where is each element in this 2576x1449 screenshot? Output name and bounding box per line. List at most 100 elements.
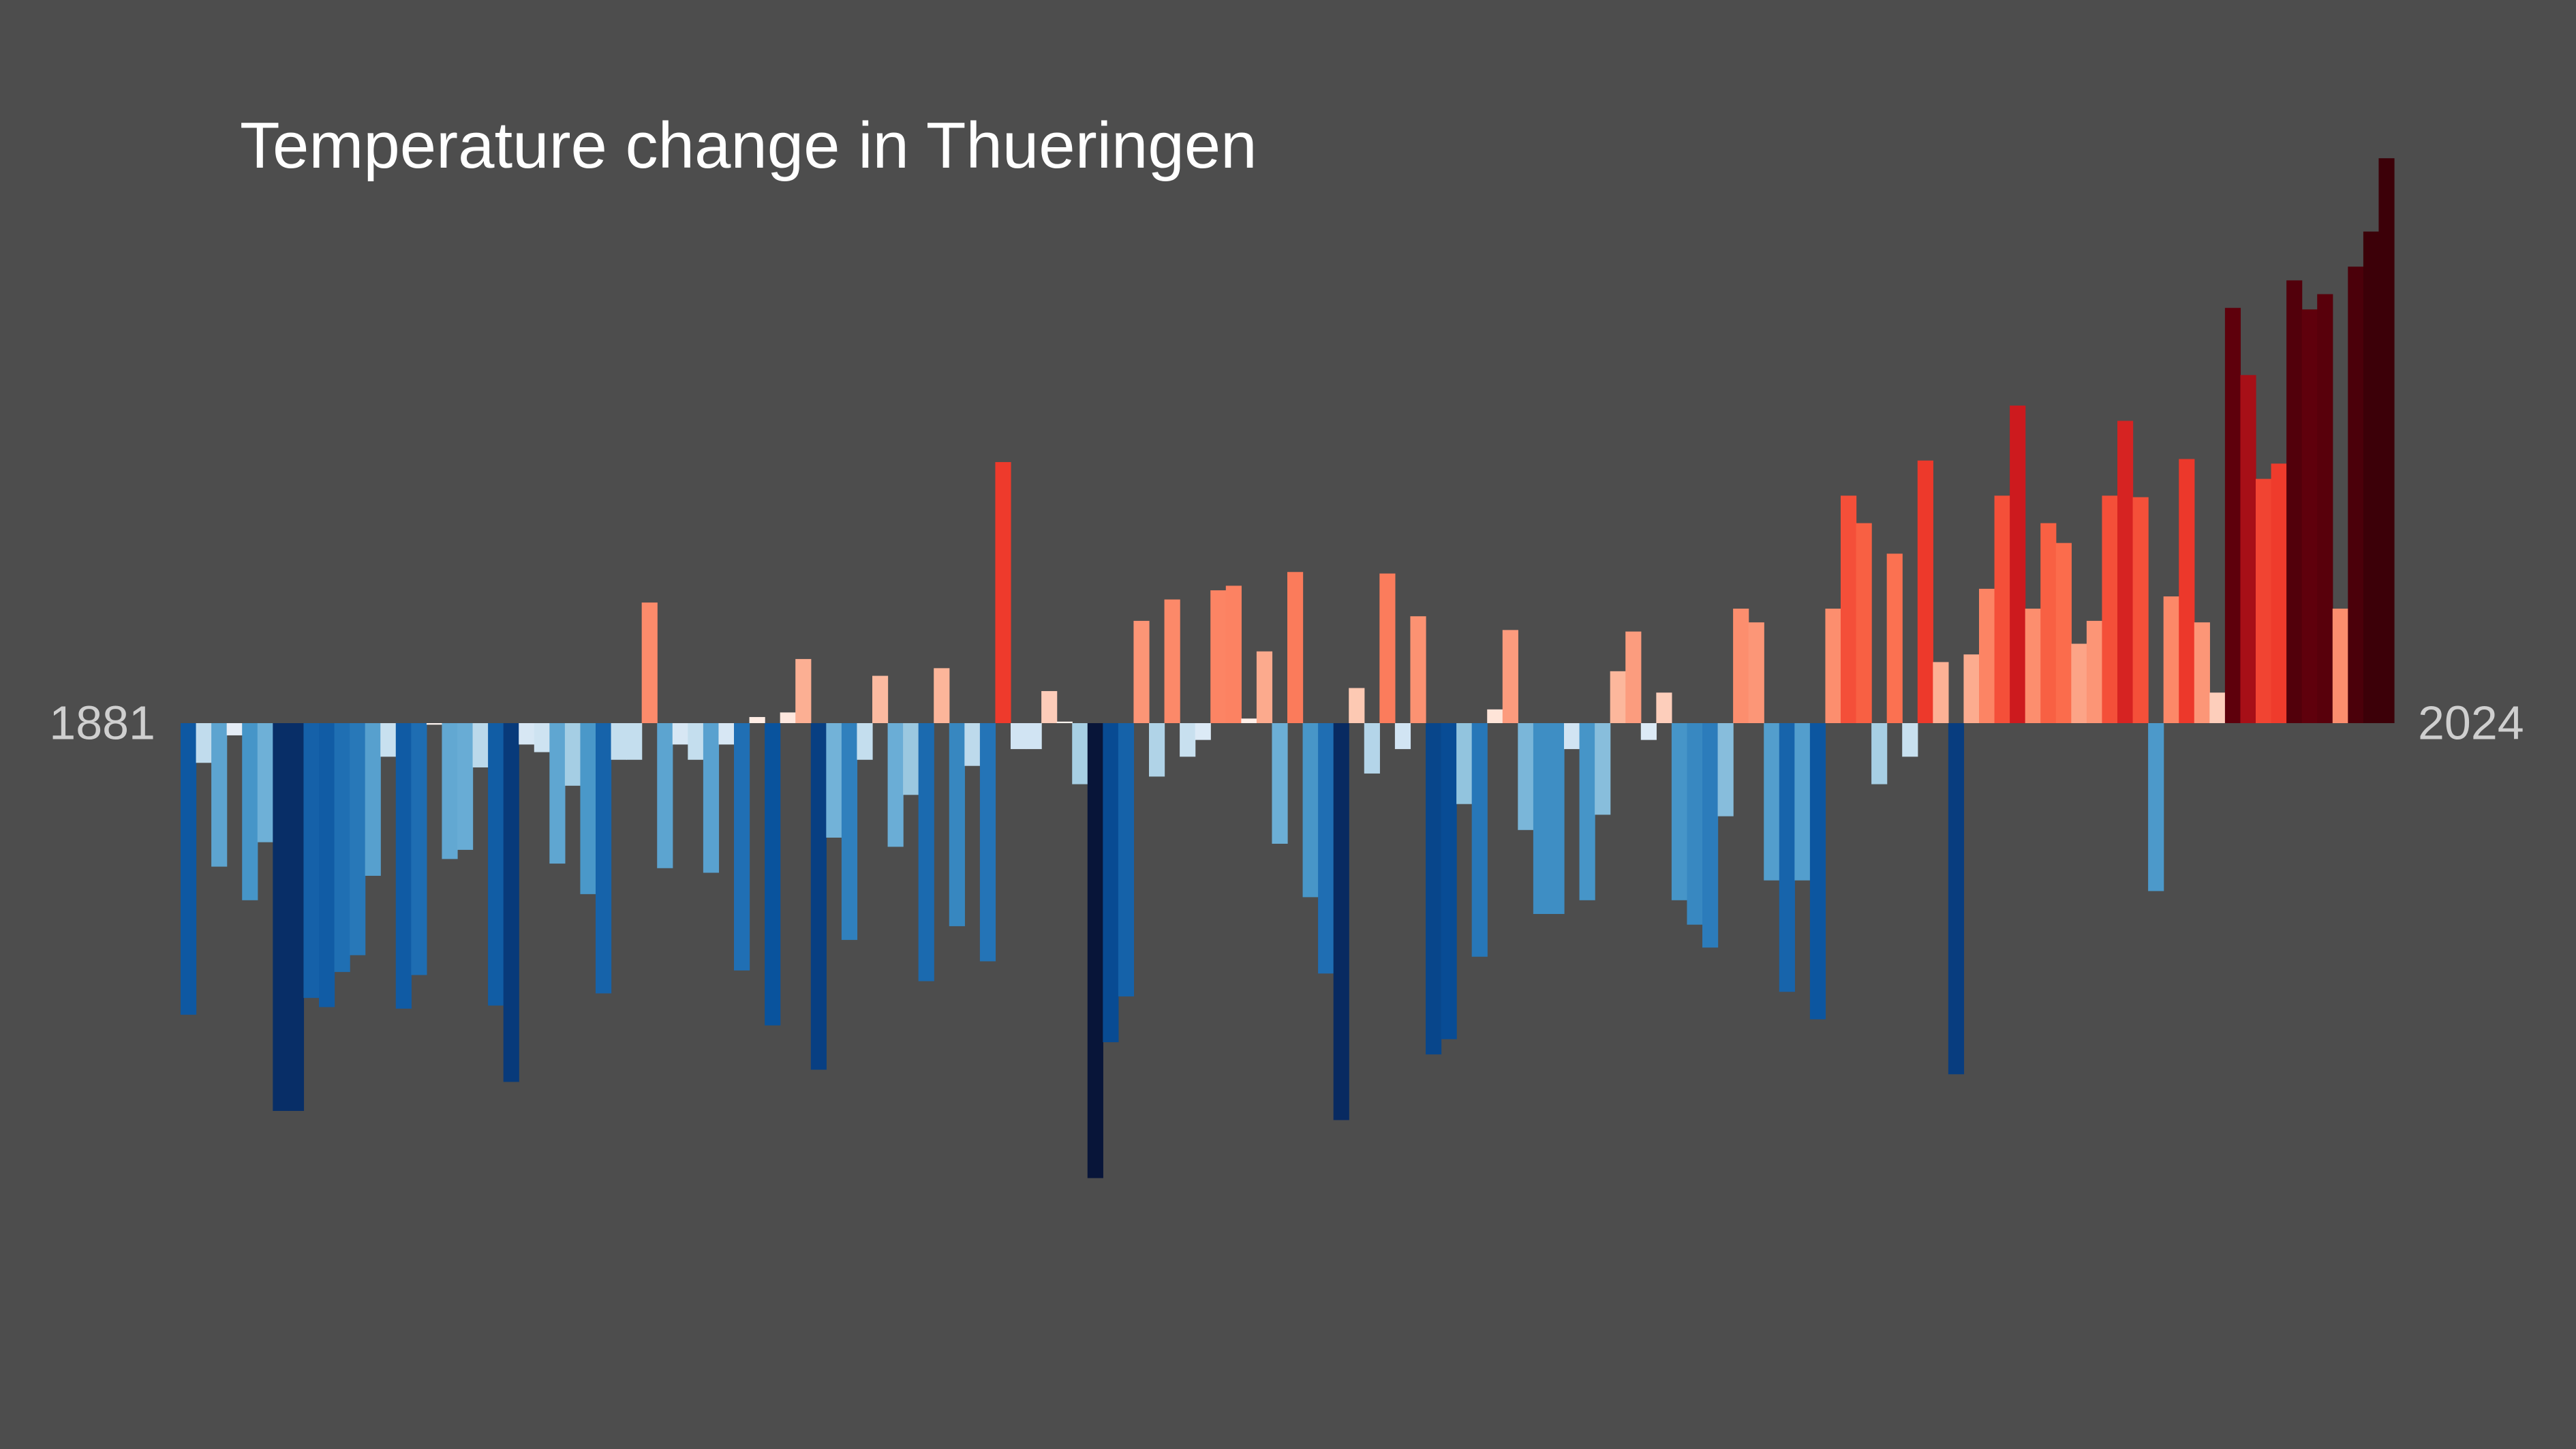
bar-1952: [1272, 723, 1288, 844]
bar-1884: [226, 723, 243, 735]
bar-1950: [1241, 718, 1257, 723]
bar-1982: [1733, 609, 1749, 723]
bar-1922: [810, 723, 827, 1070]
bar-2023: [2363, 231, 2380, 724]
bar-1944: [1149, 723, 1165, 777]
bar-1893: [365, 723, 381, 876]
bar-1954: [1302, 723, 1319, 898]
bar-1914: [688, 723, 704, 760]
bar-2009: [2148, 723, 2164, 891]
bar-1993: [1902, 723, 1918, 757]
bar-1917: [734, 723, 750, 971]
bar-1962: [1426, 723, 1442, 1055]
bar-1927: [887, 723, 904, 847]
bar-2002: [2040, 523, 2057, 723]
bar-2008: [2132, 497, 2149, 723]
bar-1951: [1256, 651, 1273, 723]
bar-1895: [395, 723, 412, 1009]
bar-1899: [457, 723, 474, 850]
bar-1932: [964, 723, 981, 766]
bar-1894: [380, 723, 397, 757]
bar-2007: [2117, 421, 2134, 723]
bar-1948: [1210, 590, 1227, 723]
bar-2022: [2348, 266, 2364, 723]
bar-1908: [596, 723, 612, 994]
bar-1936: [1026, 723, 1042, 750]
bar-1912: [657, 723, 673, 868]
bar-1905: [549, 723, 566, 864]
bar-1924: [841, 723, 858, 941]
bar-1918: [749, 717, 765, 723]
bar-1940: [1087, 723, 1103, 1178]
bar-1941: [1103, 723, 1119, 1043]
bar-1976: [1640, 723, 1657, 740]
bar-1920: [780, 712, 796, 723]
bar-2013: [2209, 692, 2226, 723]
bar-1925: [857, 723, 873, 760]
chart-title: Temperature change in Thueringen: [240, 109, 1257, 182]
bar-1923: [826, 723, 842, 838]
bar-1903: [519, 723, 535, 745]
bar-1889: [303, 723, 320, 998]
bar-1885: [242, 723, 258, 900]
bar-1984: [1764, 723, 1780, 881]
bar-1986: [1794, 723, 1811, 881]
bar-2014: [2224, 307, 2241, 724]
bar-2020: [2317, 294, 2333, 723]
bar-1909: [611, 723, 627, 760]
bar-1933: [979, 723, 996, 962]
bar-1886: [257, 723, 273, 842]
bar-1989: [1841, 495, 1857, 723]
bar-1934: [995, 461, 1011, 723]
bars-group: [181, 158, 2395, 1178]
bar-1963: [1441, 723, 1457, 1039]
bar-1916: [718, 723, 735, 745]
bar-2004: [2071, 643, 2087, 723]
bar-2010: [2163, 596, 2179, 723]
bar-1978: [1671, 723, 1688, 900]
bar-1961: [1410, 616, 1426, 723]
bar-2019: [2301, 309, 2318, 724]
bar-1967: [1502, 630, 1518, 723]
bar-1928: [903, 723, 919, 795]
bar-1949: [1225, 585, 1242, 723]
bar-1983: [1748, 622, 1764, 723]
bar-1957: [1349, 688, 1365, 723]
bar-1958: [1364, 723, 1380, 774]
bar-1996: [1948, 723, 1965, 1075]
bar-1931: [949, 723, 965, 926]
bar-1939: [1072, 723, 1088, 784]
bar-1945: [1164, 599, 1180, 723]
bar-1926: [872, 675, 889, 723]
bar-1881: [181, 723, 197, 1015]
bar-1935: [1011, 723, 1027, 750]
bar-1919: [765, 723, 781, 1026]
bar-2018: [2286, 280, 2303, 723]
bar-1980: [1702, 723, 1719, 948]
bar-1890: [319, 723, 335, 1007]
bar-1888: [288, 723, 305, 1111]
bar-1972: [1579, 723, 1595, 900]
bar-1902: [503, 723, 519, 1082]
bar-1904: [534, 723, 550, 752]
bar-1977: [1656, 692, 1672, 723]
bar-1937: [1041, 690, 1058, 723]
bar-1973: [1595, 723, 1611, 815]
bar-1938: [1056, 721, 1073, 723]
bar-1979: [1687, 723, 1703, 925]
bar-1992: [1886, 553, 1903, 723]
bar-2021: [2332, 609, 2348, 723]
bar-1929: [918, 723, 934, 981]
bar-1969: [1533, 723, 1550, 914]
bar-1930: [934, 668, 950, 723]
bar-1898: [442, 723, 458, 859]
bar-1994: [1917, 460, 1933, 723]
bar-1887: [273, 723, 289, 1111]
bar-1910: [626, 723, 643, 760]
bar-1956: [1333, 723, 1349, 1120]
bar-1998: [1979, 588, 1995, 723]
bar-1995: [1933, 662, 1949, 723]
end-year-label: 2024: [2418, 696, 2524, 749]
start-year-label: 1881: [49, 696, 155, 749]
